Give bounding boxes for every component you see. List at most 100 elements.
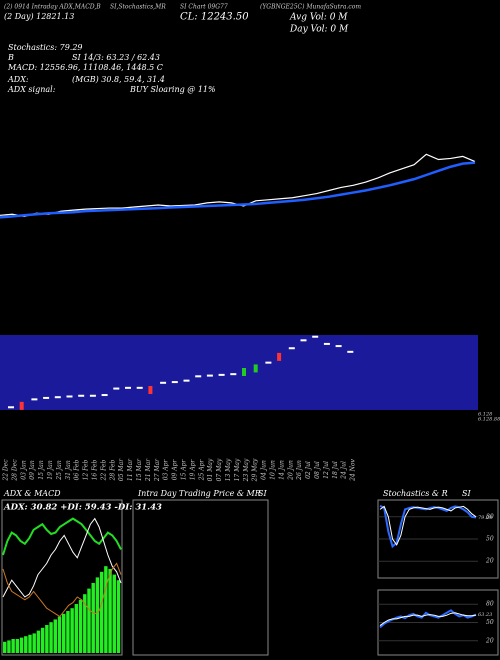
x-tick-label: 12 Jul: [323, 461, 330, 479]
x-tick-label: 22 Dec: [3, 459, 10, 482]
marker: [101, 394, 108, 397]
marker: [136, 386, 143, 389]
bar: [19, 637, 24, 653]
marker: [335, 345, 342, 348]
y-tick-label: 50: [486, 536, 494, 543]
line: [2, 517, 122, 598]
x-tick-label: 22 Feb: [100, 459, 107, 481]
side-label: 6.128: [478, 412, 492, 418]
marker: [195, 375, 202, 378]
panel-suffix: SI: [462, 489, 471, 498]
marker: [323, 342, 330, 345]
bar: [108, 569, 112, 653]
day-vol: Day Vol: 0 M: [289, 25, 349, 35]
bar: [78, 599, 83, 653]
x-tick-label: 07 May: [216, 458, 223, 481]
x-tick-label: 06 Feb: [74, 459, 81, 480]
x-tick-label: 27 Mar: [154, 458, 161, 482]
marker: [218, 373, 225, 376]
marker: [206, 374, 213, 377]
x-tick-label: 08 Jul: [314, 461, 321, 479]
x-tick-label: 25 Jan: [56, 460, 63, 481]
marker: [78, 394, 85, 397]
marker: [125, 386, 131, 389]
panel-title: Stochastics & R: [383, 489, 448, 498]
marker: [31, 398, 38, 401]
x-tick-label: 26 Jun: [296, 460, 303, 481]
si: SI 14/3: 63.23 / 62.43: [72, 53, 160, 62]
marker: [312, 335, 319, 338]
x-tick-label: 21 Mar: [145, 458, 152, 482]
marker: [66, 395, 73, 398]
marker: [300, 339, 307, 342]
x-tick-label: 13 May: [225, 458, 232, 481]
bar: [36, 630, 41, 653]
avg-vol: Avg Vol: 0 M: [289, 13, 348, 23]
close: CL: 12243.50: [180, 12, 249, 23]
marker: [148, 386, 153, 394]
marker: [171, 381, 178, 384]
bar: [15, 639, 20, 653]
b-label: B: [7, 53, 14, 62]
x-tick-label: 16 Feb: [92, 459, 99, 480]
value-label: 63.23: [478, 612, 492, 618]
x-tick-label: 17 May: [234, 458, 241, 481]
marker: [265, 361, 272, 364]
bar: [66, 611, 70, 653]
marker: [242, 368, 246, 376]
x-tick-label: 24 Nov: [350, 458, 357, 481]
marker: [8, 406, 14, 409]
y-tick-label: 50: [486, 619, 494, 626]
bar: [49, 622, 53, 653]
x-tick-label: 14 Jun: [278, 460, 285, 480]
adx-signal-label: ADX signal:: [7, 85, 56, 94]
x-tick-label: 18 Jul: [332, 461, 339, 479]
bar: [70, 608, 74, 653]
y-tick-label: 20: [485, 558, 494, 565]
x-tick-label: 28 Feb: [109, 459, 116, 481]
x-tick-label: 15 Apr: [181, 459, 188, 481]
x-tick-label: 09 Jan: [29, 460, 36, 480]
line: [379, 609, 477, 629]
x-tick-label: 19 Jan: [47, 460, 54, 480]
bar: [95, 577, 100, 653]
line: [2, 517, 122, 556]
bar: [91, 583, 95, 653]
x-tick-label: 20 Jun: [287, 460, 294, 481]
bar: [53, 619, 57, 653]
marker: [89, 394, 96, 397]
bar: [28, 634, 32, 653]
bar: [45, 625, 49, 653]
panel-frame: [1, 499, 123, 656]
x-tick-label: 01 May: [207, 458, 214, 481]
line: [379, 505, 477, 546]
macd: MACD: 12556.96, 11108.46, 1448.5 C: [7, 63, 163, 72]
bar: [74, 604, 79, 653]
x-tick-label: 04 Jun: [261, 460, 268, 480]
marker: [113, 387, 120, 390]
bar: [83, 594, 87, 653]
bar: [104, 566, 108, 653]
bar: [112, 574, 116, 653]
x-tick-label: 24 Jul: [341, 461, 348, 480]
marker: [277, 352, 282, 361]
x-tick-label: 03 Jan: [20, 460, 27, 480]
x-tick-label: 25 Apr: [198, 459, 205, 482]
marker: [230, 373, 237, 376]
y-tick-label: 80: [486, 601, 494, 608]
panel-suffix: SI: [258, 489, 267, 498]
x-tick-label: 12 Feb: [83, 459, 90, 480]
marker: [288, 347, 295, 350]
stochastics: Stochastics: 79.29: [8, 43, 83, 52]
x-tick-label: 09 Apr: [172, 459, 179, 481]
marker: [160, 381, 167, 384]
x-tick-label: 19 Apr: [189, 459, 196, 481]
bar: [32, 633, 36, 653]
bar: [57, 616, 62, 653]
title-part: SI,Stochastics,MR: [110, 4, 166, 11]
title-part: (YGBNGE25C) MunafaSutra.com: [260, 4, 361, 11]
bar: [40, 627, 45, 653]
adx-values: (MGB) 30.8, 59.4, 31.4: [72, 75, 165, 84]
x-tick-label: 03 Apr: [163, 459, 170, 481]
